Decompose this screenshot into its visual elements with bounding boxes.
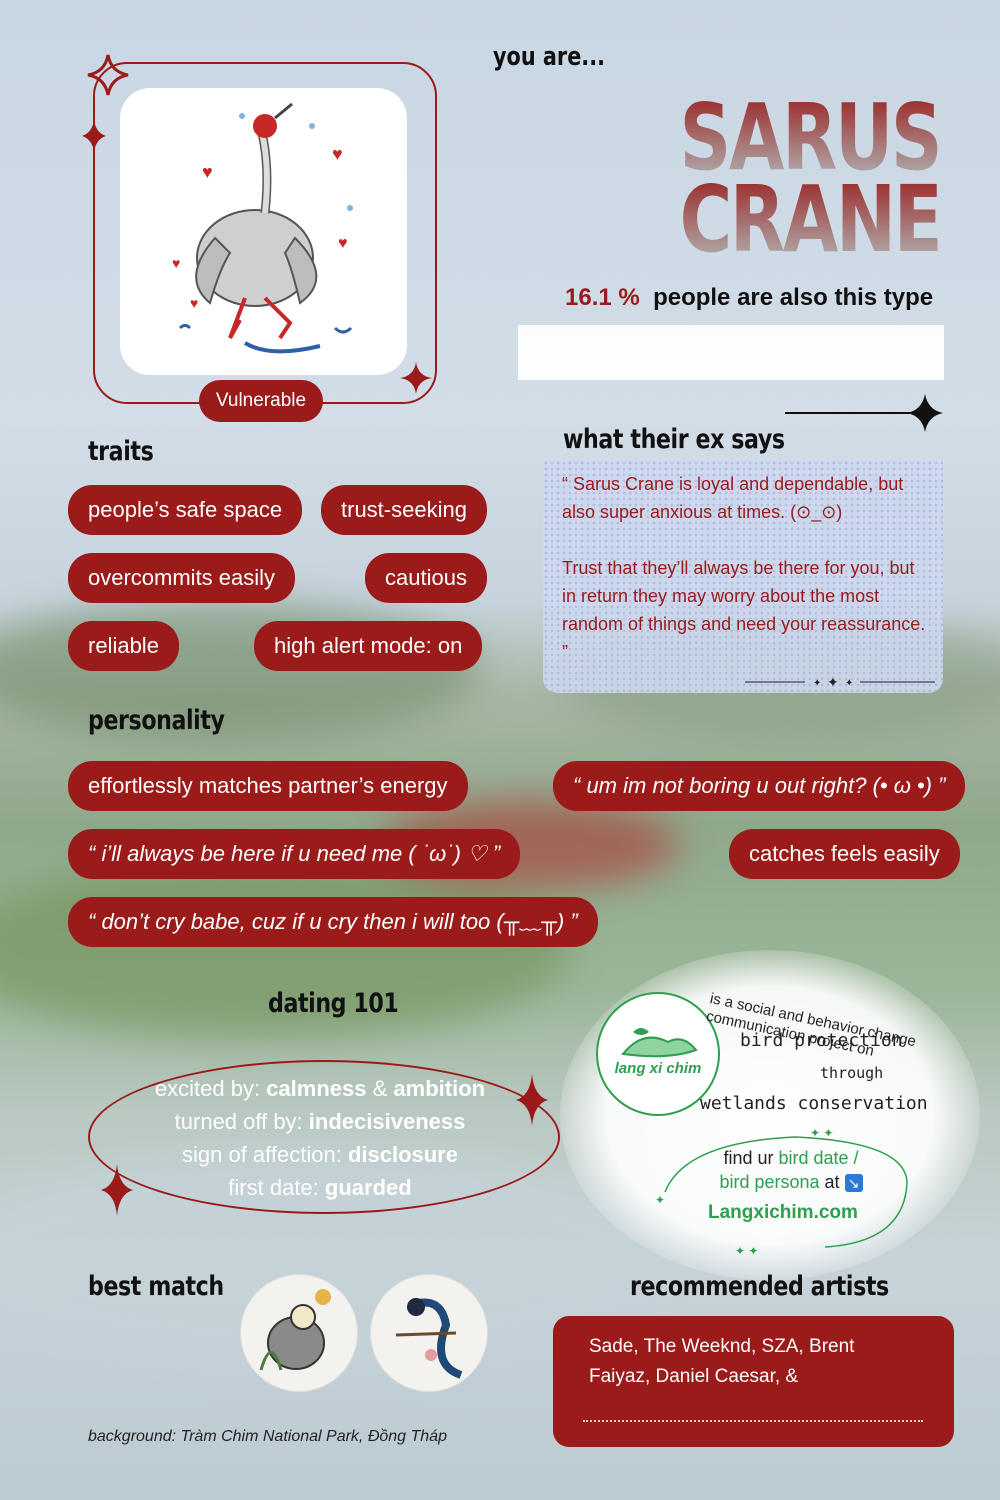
- personality-pill: catches feels easily: [729, 829, 960, 879]
- personality-heading: personality: [88, 705, 225, 736]
- logo-text: lang xi chim: [614, 1060, 702, 1077]
- dating-label: first date:: [228, 1175, 319, 1200]
- svg-text:♥: ♥: [190, 295, 198, 311]
- find-link[interactable]: bird date /: [778, 1148, 859, 1168]
- dating-amp: &: [372, 1076, 388, 1101]
- find-prefix: find ur: [723, 1148, 774, 1168]
- ex-quote-p1: “ Sarus Crane is loyal and dependable, b…: [562, 474, 904, 522]
- dating-value: indecisiveness: [308, 1109, 466, 1134]
- svg-text:✦: ✦: [845, 678, 853, 689]
- white-bar: [518, 325, 944, 380]
- dating-value: guarded: [324, 1175, 412, 1200]
- dating-value: ambition: [393, 1076, 486, 1101]
- star-line-icon: [785, 394, 943, 432]
- dating-first-date: first date: guarded: [110, 1171, 530, 1204]
- type-title-line1: SARUS: [679, 84, 942, 191]
- sparkle-divider-icon: ✦ ✦ ✦: [745, 674, 935, 690]
- match-avatar: [240, 1274, 358, 1392]
- artists-blank-line: [583, 1420, 923, 1422]
- bird-photo: ♥ ♥ ♥ ♥ ♥: [120, 88, 407, 375]
- svg-text:✦: ✦: [827, 674, 839, 690]
- trait-pill: high alert mode: on: [254, 621, 483, 671]
- project-line2: through: [820, 1064, 884, 1082]
- dating-excited: excited by: calmness & ambition: [110, 1072, 530, 1105]
- green-swoosh: ✦ ✦ ✦ ✦ ✦: [655, 1126, 908, 1258]
- bird-avatar-illustration: [259, 1289, 331, 1371]
- dating-list: excited by: calmness & ambition turned o…: [110, 1072, 530, 1204]
- svg-text:✦ ✦: ✦ ✦: [810, 1126, 833, 1140]
- sarus-crane-illustration: ♥ ♥ ♥ ♥ ♥: [172, 102, 353, 354]
- dating-heading: dating 101: [268, 988, 399, 1019]
- project-logo: lang xi chim: [596, 992, 720, 1116]
- ex-quote-p2: Trust that they’ll always be there for y…: [562, 558, 926, 662]
- find-text: find ur bird date / bird persona at ↘: [716, 1146, 866, 1194]
- sparkle-icon: [516, 1074, 548, 1126]
- svg-text:✦ ✦: ✦ ✦: [735, 1244, 758, 1258]
- dating-ellipse: [88, 1060, 560, 1214]
- svg-text:✦: ✦: [813, 678, 821, 689]
- sparkle-icon: [82, 54, 129, 152]
- dating-affection: sign of affection: disclosure: [110, 1138, 530, 1171]
- trait-pill: overcommits easily: [68, 553, 296, 603]
- ex-heading: what their ex says: [563, 424, 785, 455]
- dating-label: sign of affection:: [182, 1142, 342, 1167]
- project-line1: bird protection: [740, 1030, 903, 1051]
- dating-turned-off: turned off by: indecisiveness: [110, 1105, 530, 1138]
- svg-text:♥: ♥: [338, 235, 348, 252]
- artists-box: Sade, The Weeknd, SZA, Brent Faiyaz, Dan…: [553, 1316, 954, 1447]
- project-url-link[interactable]: Langxichim.com: [708, 1202, 858, 1223]
- background-caption: background: Tràm Chim National Park, Đồn…: [88, 1428, 447, 1445]
- project-line3: wetlands conservation: [700, 1093, 928, 1114]
- personality-quote-pill: “ um im not boring u out right? (• ω •) …: [553, 761, 966, 811]
- trait-pill: people’s safe space: [68, 485, 303, 535]
- svg-text:♥: ♥: [202, 162, 213, 182]
- bird-avatar-illustration: [395, 1298, 463, 1379]
- type-title-line2: CRANE: [679, 166, 942, 273]
- ex-quote: “ Sarus Crane is loyal and dependable, b…: [562, 470, 932, 666]
- quote-box: [543, 460, 943, 693]
- best-match-heading: best match: [88, 1271, 224, 1302]
- dating-label: turned off by:: [174, 1109, 303, 1134]
- percent-suffix: people are also this type: [653, 284, 934, 311]
- sparkle-icon: [101, 1164, 133, 1216]
- you-are-label: you are...: [493, 42, 606, 72]
- personality-pill: effortlessly matches partner’s energy: [68, 761, 468, 811]
- personality-quote-pill: “ don’t cry babe, cuz if u cry then i wi…: [68, 897, 598, 947]
- trait-pill: trust-seeking: [321, 485, 487, 535]
- type-tag: Vulnerable: [199, 380, 323, 422]
- sparkle-icon: [400, 362, 432, 394]
- svg-text:♥: ♥: [172, 255, 180, 271]
- bird-logo-icon: [621, 1028, 698, 1058]
- match-avatar: [370, 1274, 488, 1392]
- trait-pill: reliable: [68, 621, 179, 671]
- trait-pill: cautious: [365, 553, 487, 603]
- personality-quote-pill: “ i’ll always be here if u need me ( ˙ω˙…: [68, 829, 521, 879]
- percent-line: 16.1 % people are also this type: [565, 284, 933, 312]
- dating-label: excited by:: [154, 1076, 261, 1101]
- svg-text:♥: ♥: [332, 144, 343, 164]
- svg-text:✦: ✦: [655, 1193, 665, 1207]
- dating-value: calmness: [266, 1076, 367, 1101]
- arrow-down-right-icon: ↘: [844, 1174, 863, 1192]
- percent-value: 16.1 %: [565, 284, 640, 311]
- find-link[interactable]: bird persona: [719, 1172, 820, 1192]
- dating-value: disclosure: [347, 1142, 458, 1167]
- artists-text: Sade, The Weeknd, SZA, Brent Faiyaz, Dan…: [589, 1336, 855, 1387]
- find-suffix: at: [824, 1172, 840, 1192]
- artists-heading: recommended artists: [630, 1271, 889, 1302]
- traits-heading: traits: [88, 436, 154, 467]
- grass-field: [0, 860, 570, 1040]
